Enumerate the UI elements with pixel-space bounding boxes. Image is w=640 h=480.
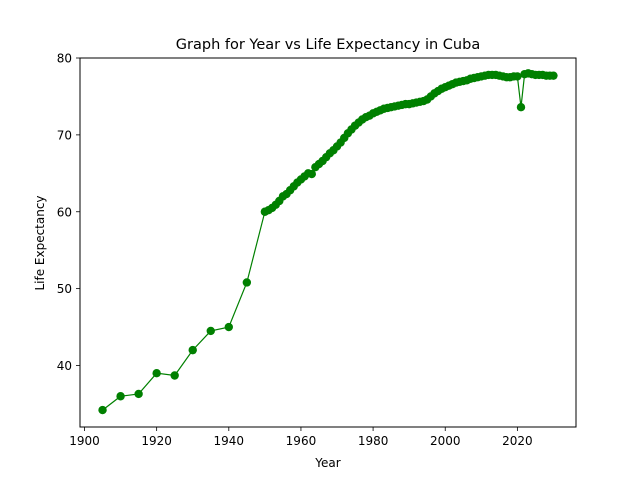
data-point	[152, 368, 161, 378]
x-tick-label: 2000	[430, 434, 461, 448]
x-tick-label: 1900	[69, 434, 100, 448]
x-tick-label: 1940	[214, 434, 245, 448]
x-tick-label: 2020	[502, 434, 533, 448]
data-point	[516, 103, 526, 112]
data-point	[134, 389, 143, 399]
data-point	[224, 322, 233, 332]
data-point	[513, 72, 522, 81]
plot-frame	[79, 57, 577, 428]
x-tick-label: 1920	[141, 434, 172, 448]
y-tick-label: 80	[57, 52, 72, 66]
y-tick-label: 50	[57, 282, 72, 296]
y-tick-label: 70	[57, 128, 72, 142]
chart-title: Graph for Year vs Life Expectancy in Cub…	[176, 37, 480, 53]
y-axis-ticks: 40 50 60 70 80	[57, 52, 80, 373]
x-axis-label: Year	[314, 456, 340, 470]
y-tick-label: 40	[57, 359, 72, 373]
data-point	[188, 345, 197, 355]
x-axis-ticks: 1900 1920 1940 1960 1980 2000 2020	[69, 427, 533, 448]
data-point	[98, 405, 107, 415]
x-tick-label: 1980	[358, 434, 389, 448]
data-point	[549, 71, 558, 80]
y-tick-label: 60	[57, 205, 72, 219]
data-point	[170, 371, 179, 380]
data-point	[206, 326, 215, 336]
y-axis-label: Life Expectancy	[33, 195, 47, 290]
plot-area	[79, 57, 577, 428]
data-point	[307, 169, 316, 179]
data-point	[116, 392, 125, 401]
data-point	[242, 278, 252, 287]
x-tick-label: 1960	[286, 434, 317, 448]
